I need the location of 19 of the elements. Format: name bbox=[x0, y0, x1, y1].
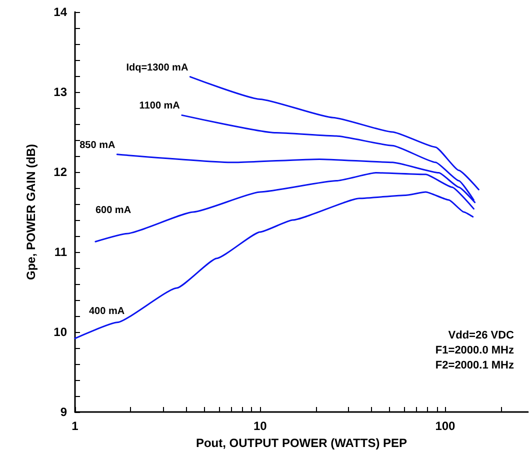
x-axis-title: Pout, OUTPUT POWER (WATTS) PEP bbox=[196, 436, 408, 450]
x-tick-label: 100 bbox=[435, 419, 456, 433]
series-label: 400 mA bbox=[89, 306, 125, 317]
y-tick-label: 13 bbox=[54, 85, 68, 99]
y-tick-label: 14 bbox=[54, 5, 68, 19]
series-label: 1100 mA bbox=[139, 100, 180, 112]
y-tick-label: 10 bbox=[54, 325, 68, 339]
y-tick-label: 9 bbox=[60, 405, 68, 419]
series-label: Idq=1300 mA bbox=[126, 62, 188, 74]
y-axis-title: Gpe, POWER GAIN (dB) bbox=[24, 144, 38, 280]
annotation: F1=2000.0 MHz bbox=[435, 344, 514, 356]
x-tick-label: 10 bbox=[253, 419, 268, 433]
annotation: F2=2000.1 MHz bbox=[435, 360, 514, 372]
y-tick-label: 12 bbox=[54, 165, 68, 179]
series-label: 600 mA bbox=[95, 205, 132, 216]
x-tick-label: 1 bbox=[72, 419, 79, 433]
annotation: Vdd=26 VDC bbox=[448, 330, 514, 342]
series-label: 850 mA bbox=[80, 140, 116, 151]
y-tick-label: 11 bbox=[54, 245, 68, 259]
